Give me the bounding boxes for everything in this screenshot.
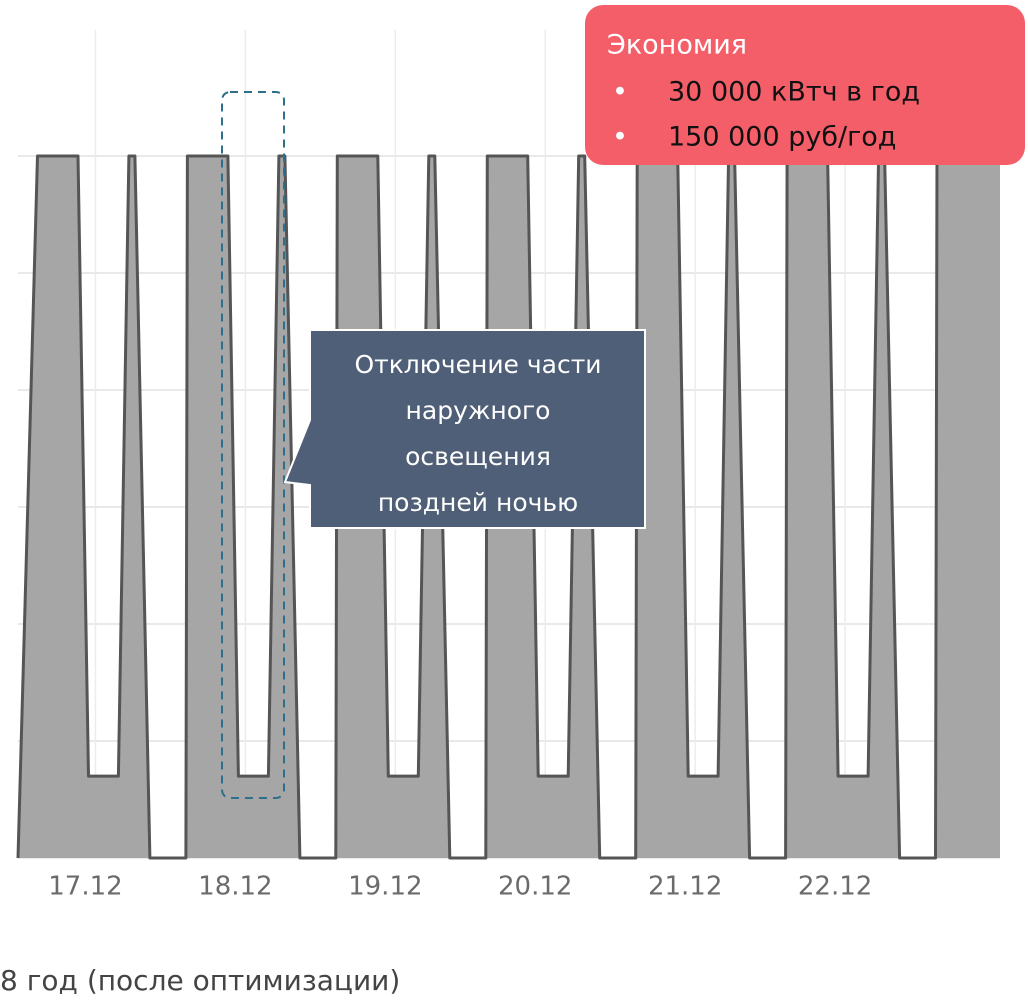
x-tick-label: 17.12 (48, 872, 122, 902)
callout-line: освещения (405, 442, 551, 471)
bullet: • (612, 77, 628, 108)
x-tick-label: 18.12 (198, 872, 272, 902)
callout-line: Отключение части (354, 350, 601, 379)
callout-box (283, 329, 646, 529)
x-tick-label: 19.12 (348, 872, 422, 902)
x-tick-label: 20.12 (498, 872, 572, 902)
highlight-box (221, 91, 285, 799)
savings-title: Экономия (607, 30, 747, 61)
callout: Отключение части наружного освещения поз… (283, 329, 646, 529)
bullet: • (612, 122, 628, 153)
x-tick-label: 21.12 (648, 872, 722, 902)
callout-line: поздней ночью (378, 488, 578, 517)
savings-item: 30 000 кВтч в год (668, 77, 920, 108)
callout-line: наружного (406, 396, 551, 425)
savings-bg (585, 5, 1025, 165)
caption: 8 год (после оптимизации) (0, 964, 400, 997)
x-tick-label: 22.12 (798, 872, 872, 902)
savings-item: 150 000 руб/год (668, 122, 896, 153)
savings-box: Экономия • 30 000 кВтч в год • 150 000 р… (585, 5, 1025, 165)
